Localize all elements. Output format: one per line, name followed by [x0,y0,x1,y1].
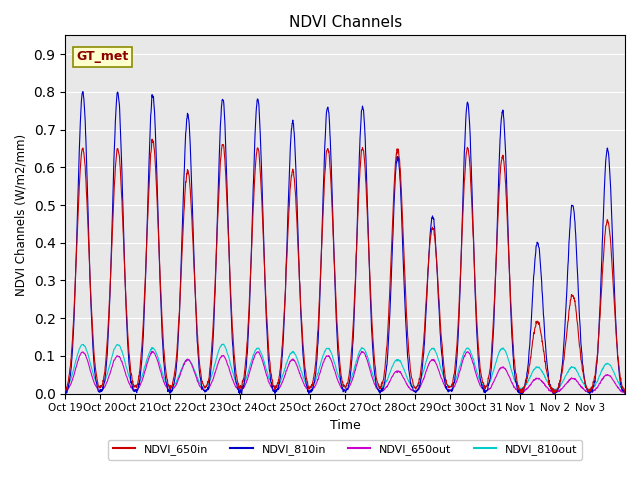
Line: NDVI_810out: NDVI_810out [65,344,625,392]
NDVI_810in [162,377,170,383]
Y-axis label: NDVI Channels (W/m2/mm): NDVI Channels (W/m2/mm) [15,133,28,296]
NDVI_650in [61,387,69,393]
X-axis label: Time: Time [330,419,360,432]
Line: NDVI_650in: NDVI_650in [65,139,625,393]
NDVI_650out [621,390,629,396]
NDVI_810in [61,389,69,395]
NDVI_650out [72,365,79,371]
NDVI_810out [621,389,629,395]
Legend: NDVI_650in, NDVI_810in, NDVI_650out, NDVI_810out: NDVI_650in, NDVI_810in, NDVI_650out, NDV… [108,440,582,460]
NDVI_650in [621,390,629,396]
NDVI_810out [348,373,356,379]
NDVI_650out [348,378,356,384]
NDVI_650out [162,383,170,389]
NDVI_810in [79,89,86,95]
NDVI_810out [447,384,455,389]
NDVI_650out [315,374,323,380]
NDVI_650in [72,265,79,271]
NDVI_650in [162,367,170,373]
NDVI_810in [72,264,79,270]
NDVI_810out [72,358,79,363]
NDVI_810out [61,387,69,393]
NDVI_650out [61,389,69,395]
NDVI_810out [586,387,593,393]
NDVI_810in [238,391,246,396]
Line: NDVI_650out: NDVI_650out [65,351,625,393]
NDVI_650out [447,387,455,393]
NDVI_650in [549,390,557,396]
NDVI_810in [586,388,593,394]
NDVI_810out [315,368,323,373]
NDVI_650out [148,348,156,354]
NDVI_810in [448,389,456,395]
NDVI_810out [161,378,169,384]
Title: NDVI Channels: NDVI Channels [289,15,402,30]
NDVI_650out [586,390,593,396]
Text: GT_met: GT_met [76,50,129,63]
NDVI_650in [315,312,323,318]
NDVI_650in [447,383,455,389]
Line: NDVI_810in: NDVI_810in [65,92,625,394]
NDVI_650in [148,136,156,142]
NDVI_810in [621,391,629,396]
NDVI_810in [316,314,323,320]
NDVI_810in [348,350,356,356]
NDVI_810out [220,341,227,347]
NDVI_650in [348,343,356,348]
NDVI_650in [586,386,593,392]
